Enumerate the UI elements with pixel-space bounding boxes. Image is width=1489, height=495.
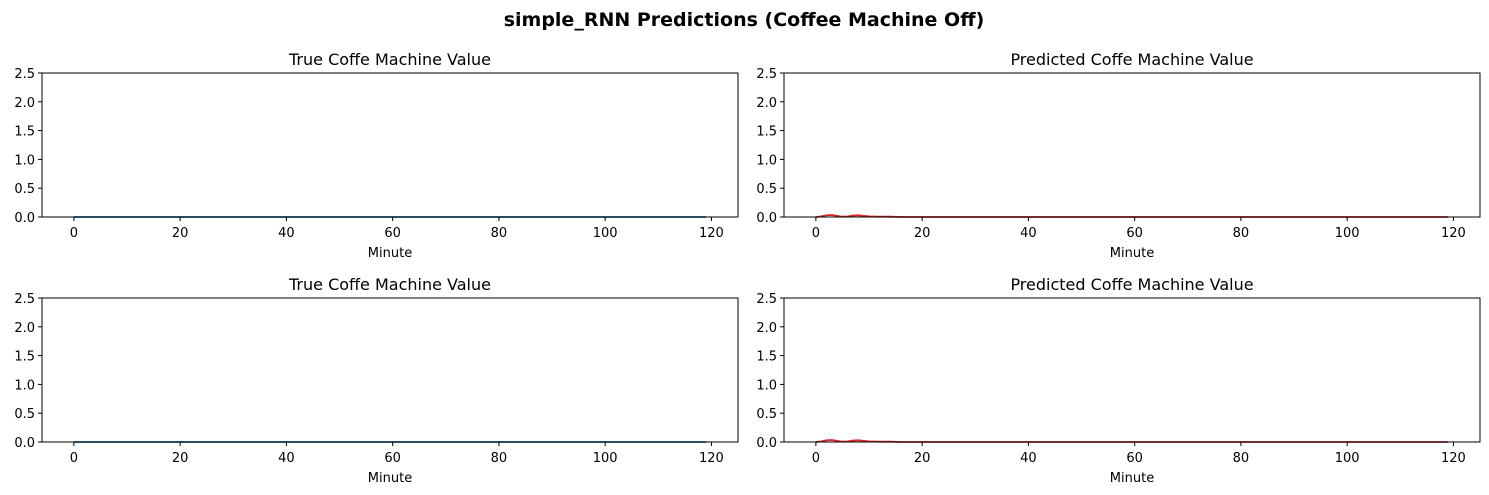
y-tick-label: 0.5 — [756, 182, 777, 197]
x-tick-label: 40 — [278, 226, 295, 241]
axes-frame — [41, 297, 739, 443]
x-tick-label: 40 — [278, 451, 295, 466]
x-tick-label: 100 — [1335, 451, 1360, 466]
x-axis-label: Minute — [1110, 246, 1154, 261]
y-tick-label: 0.5 — [14, 182, 35, 197]
x-axis-label: Minute — [1110, 471, 1154, 486]
x-tick-label: 80 — [491, 451, 508, 466]
panel-title: True Coffe Machine Value — [288, 275, 491, 294]
y-tick-label: 2.0 — [756, 96, 777, 111]
y-tick-label: 2.5 — [756, 292, 777, 307]
y-tick-label: 0.5 — [756, 407, 777, 422]
x-tick-label: 20 — [914, 451, 931, 466]
x-tick-label: 60 — [1126, 451, 1143, 466]
panel-title: Predicted Coffe Machine Value — [1010, 50, 1253, 69]
y-tick-label: 1.0 — [756, 378, 777, 393]
x-tick-label: 40 — [1020, 226, 1037, 241]
axes-frame — [783, 72, 1481, 218]
y-tick-label: 1.0 — [14, 378, 35, 393]
x-tick-label: 80 — [491, 226, 508, 241]
chart-panel-3: True Coffe Machine Value 0 20 40 60 80 100 120 0… — [14, 275, 739, 486]
y-tick-label: 1.5 — [756, 350, 777, 365]
panel-title: True Coffe Machine Value — [288, 50, 491, 69]
x-tick-label: 20 — [172, 226, 189, 241]
y-tick-label: 2.0 — [14, 96, 35, 111]
y-tick-label: 0.0 — [756, 436, 777, 451]
figure-title: simple_RNN Predictions (Coffee Machine O… — [504, 9, 985, 31]
y-tick-label: 1.0 — [756, 153, 777, 168]
chart-panel-1: True Coffe Machine Value 0 20 40 60 80 100 120 0… — [14, 50, 739, 261]
x-tick-label: 0 — [812, 226, 820, 241]
x-tick-label: 120 — [699, 451, 724, 466]
panel-title: Predicted Coffe Machine Value — [1010, 275, 1253, 294]
chart-panel-2: Predicted Coffe Machine Value 0 20 40 60 80 10… — [756, 50, 1481, 261]
x-tick-label: 120 — [1441, 226, 1466, 241]
axes-frame — [41, 72, 739, 218]
x-tick-label: 0 — [812, 451, 820, 466]
x-tick-label: 0 — [70, 451, 78, 466]
x-tick-label: 40 — [1020, 451, 1037, 466]
x-tick-label: 100 — [1335, 226, 1360, 241]
x-tick-label: 20 — [914, 226, 931, 241]
y-tick-label: 2.5 — [14, 67, 35, 82]
x-tick-label: 120 — [699, 226, 724, 241]
x-tick-label: 60 — [384, 451, 401, 466]
y-tick-label: 2.5 — [14, 292, 35, 307]
y-tick-label: 2.0 — [14, 321, 35, 336]
x-tick-label: 60 — [384, 226, 401, 241]
x-axis-label: Minute — [368, 246, 412, 261]
x-tick-label: 0 — [70, 226, 78, 241]
x-tick-label: 80 — [1233, 226, 1250, 241]
y-tick-label: 2.0 — [756, 321, 777, 336]
x-tick-label: 100 — [593, 451, 618, 466]
y-tick-label: 1.5 — [756, 125, 777, 140]
y-tick-label: 2.5 — [756, 67, 777, 82]
x-tick-label: 100 — [593, 226, 618, 241]
y-tick-label: 0.5 — [14, 407, 35, 422]
y-tick-label: 1.5 — [14, 350, 35, 365]
chart-panel-4: Predicted Coffe Machine Value 0 20 40 60 80 10… — [756, 275, 1481, 486]
y-tick-label: 0.0 — [14, 436, 35, 451]
y-tick-label: 1.0 — [14, 153, 35, 168]
axes-frame — [783, 297, 1481, 443]
x-tick-label: 120 — [1441, 451, 1466, 466]
x-axis-label: Minute — [368, 471, 412, 486]
y-tick-label: 1.5 — [14, 125, 35, 140]
y-tick-label: 0.0 — [756, 211, 777, 226]
x-tick-label: 60 — [1126, 226, 1143, 241]
y-tick-label: 0.0 — [14, 211, 35, 226]
x-tick-label: 80 — [1233, 451, 1250, 466]
x-tick-label: 20 — [172, 451, 189, 466]
